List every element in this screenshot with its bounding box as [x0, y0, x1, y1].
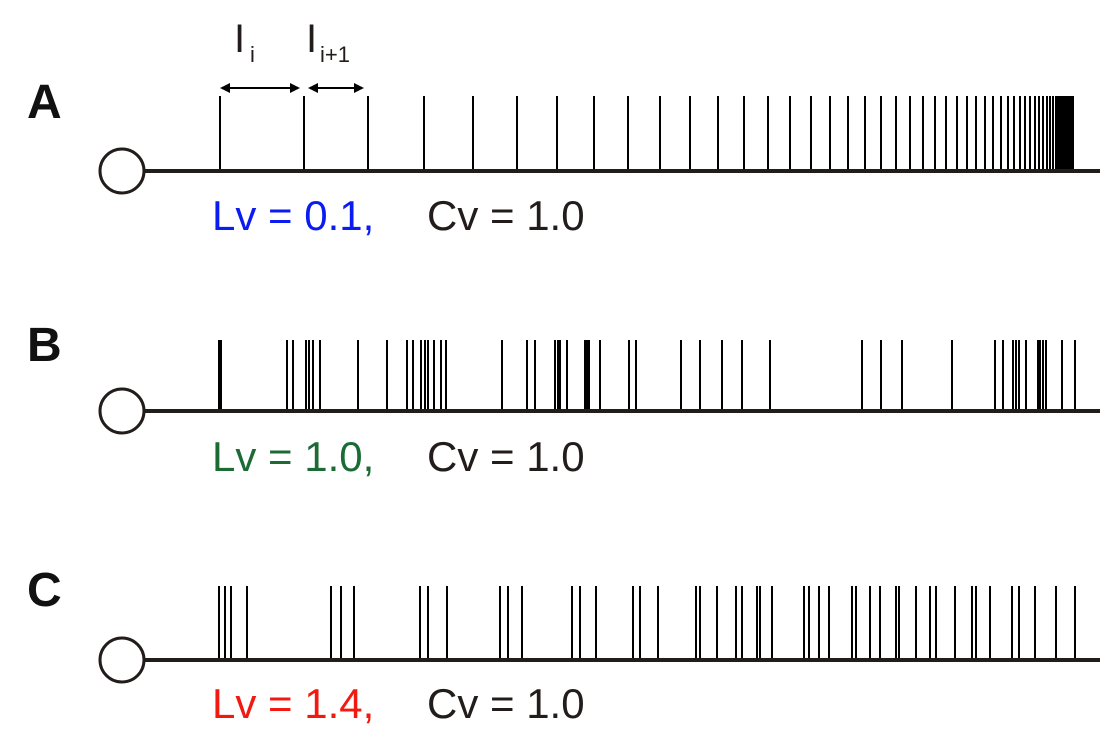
panel-a: A Lv = 0.1, Cv = 1.0: [27, 76, 1100, 239]
lv-value-label: Lv = 0.1,: [212, 192, 374, 239]
interval-annotation: I i I i+1: [220, 17, 364, 93]
cv-value-label: Cv = 1.0: [427, 433, 585, 480]
lv-value-label: Lv = 1.4,: [212, 680, 374, 727]
interval-i1-label: I: [306, 17, 317, 61]
panel-c: C Lv = 1.4, Cv = 1.0: [27, 564, 1100, 727]
neuron-soma-circle: [98, 387, 146, 435]
panel-b: B Lv = 1.0, Cv = 1.0: [27, 319, 1100, 480]
neuron-soma-circle: [98, 147, 146, 195]
panel-letter: C: [27, 564, 62, 617]
neuron-soma-circle: [98, 636, 146, 684]
spike-train: [218, 586, 1076, 658]
spike-train: [219, 96, 1074, 169]
panel-letter: A: [27, 76, 62, 129]
spike-train: [218, 340, 1076, 409]
cv-value-label: Cv = 1.0: [427, 680, 585, 727]
interval-i-subscript: i: [250, 42, 255, 67]
cv-value-label: Cv = 1.0: [427, 192, 585, 239]
panel-letter: B: [27, 319, 62, 372]
interval-i1-arrow: [308, 83, 364, 93]
interval-i-label: I: [234, 17, 245, 61]
interval-i1-subscript: i+1: [320, 42, 350, 67]
lv-value-label: Lv = 1.0,: [212, 433, 374, 480]
interval-i-arrow: [220, 83, 300, 93]
